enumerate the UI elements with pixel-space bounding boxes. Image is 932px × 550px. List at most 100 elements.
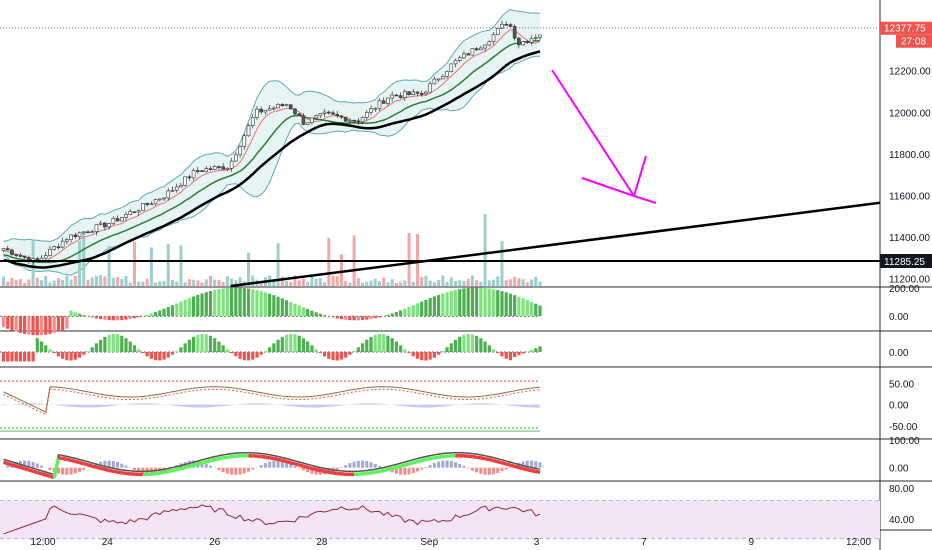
osc1-bar [115,316,120,321]
osc2-bar [411,352,415,357]
macd-histogram-bar [492,467,496,475]
volume-bar [238,277,242,286]
candle-body [128,211,133,215]
osc1-bar [77,313,82,317]
osc1-bar [137,316,141,318]
osc2-bar [445,347,449,352]
osc1-bar [268,293,272,317]
candle-body [521,41,525,46]
volume-bar [390,279,394,286]
osc1-bar [458,289,462,317]
macd-histogram-bar [415,467,419,472]
osc1-bar [306,309,310,317]
osc2-bar [221,345,225,352]
osc1-bar [65,316,69,329]
macd-line-segment [180,465,186,471]
price-tick-label: 11200.00 [889,275,930,286]
level-tag [880,253,932,268]
osc1-bar [318,313,322,317]
osc2-bar [428,352,432,360]
time-tick-label: Sep [420,537,438,548]
volume-bar [411,281,415,286]
osc2-bar [263,351,268,352]
osc1-bar [276,296,280,317]
macd-histogram-bar [335,467,339,470]
osc2-bar [251,352,255,360]
macd-signal-line [3,451,541,476]
osc1-bar [483,288,487,317]
osc2-bar [213,338,217,352]
macd-histogram-bar [432,463,436,468]
macd-line-segment [501,461,507,466]
ma-mid-line [3,40,541,264]
osc1-bar [170,305,175,317]
indicator-panels[interactable] [0,287,880,540]
candle-body [487,41,492,46]
candle-body [162,197,166,200]
candle-body [466,53,470,56]
macd-line-segment [45,473,51,478]
volume-bar [103,276,107,286]
osc1-bar [360,316,365,321]
price-panel[interactable] [0,9,881,288]
candle-body [170,189,175,192]
volume-bar [424,275,428,286]
osc1-bar [221,288,225,317]
volume-bar [145,278,149,286]
macd-line-segment [434,455,439,460]
candle-body [504,24,509,26]
macd-histogram-bar [234,467,238,475]
candle-body [132,211,137,213]
macd-line-segment [493,458,499,464]
macd-line-segment [214,457,220,462]
osc1-bar [73,312,77,317]
osc1-bar [284,300,289,317]
osc2-bar [141,352,145,354]
osc2-bar [153,352,158,361]
macd-line-segment [210,457,216,463]
osc1-bar [441,293,445,317]
macd-line-segment [518,465,524,471]
macd-histogram-bar [217,467,221,471]
candle-body [305,122,310,125]
macd-line-segment [184,464,190,470]
osc1-bar [491,289,496,317]
candle-body [411,91,416,96]
osc1-bar [99,316,103,320]
stoch-tick-label: -50.00 [889,422,918,433]
macd-histogram-bar [124,465,128,468]
macd-line-segment [113,469,118,474]
candle-body [81,231,86,234]
candle-body [119,217,124,222]
volume-bar [310,276,314,286]
macd-histogram-bar [120,463,124,468]
osc2-bar [234,352,238,357]
osc2-bar [86,351,90,352]
price-axis: 12200.00 12000.00 11800.00 11600.00 11400.00… [880,21,932,526]
macd-histogram-bar [280,461,284,468]
candle-body [22,255,27,258]
osc1-bar [344,316,348,320]
candle-body [111,218,116,224]
candle-body [1,248,6,251]
macd-line-segment [332,471,338,476]
osc1-bar [225,288,229,317]
volume-bar [204,279,208,286]
macd-line-segment [395,464,402,470]
volume-bar [225,276,229,286]
macd-histogram-bar [48,467,52,470]
volume-bar [154,282,158,286]
macd-line-segment [417,458,423,464]
osc2-bar [462,334,466,352]
macd-histogram-bar [285,462,289,468]
macd-line-segment [425,456,431,462]
macd-histogram-bar [441,460,445,468]
osc2-bar [27,352,31,362]
volume-bar [377,281,381,286]
osc1-bar [107,316,111,321]
osc2-bar [538,346,542,352]
macd-histogram-bar [259,465,263,468]
volume-bar [479,281,483,286]
